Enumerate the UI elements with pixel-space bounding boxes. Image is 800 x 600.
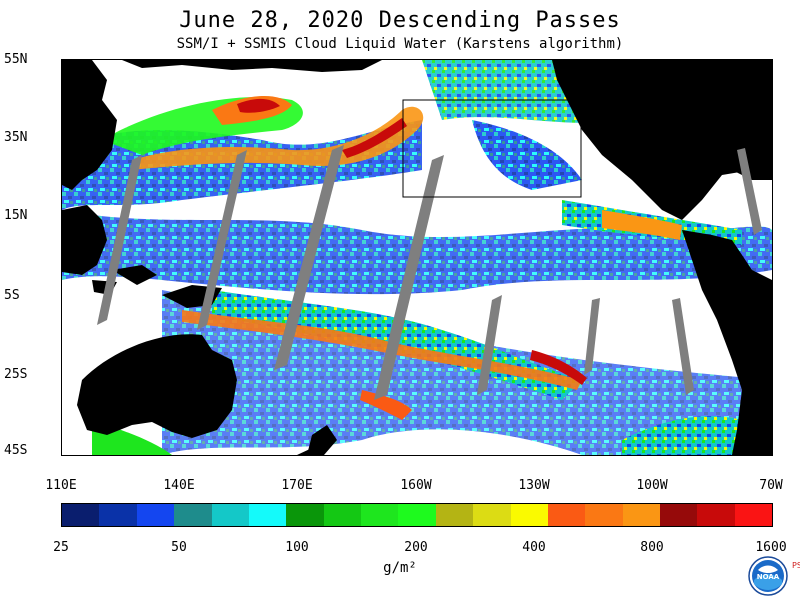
colorbar-tick-25: 25 bbox=[53, 540, 69, 555]
noaa-logo: NOAA bbox=[748, 556, 788, 596]
colorbar-segment bbox=[697, 504, 735, 526]
cloud-liquid-water-map bbox=[61, 59, 773, 456]
lat-label-35n: 35N bbox=[4, 130, 28, 145]
colorbar-segment bbox=[398, 504, 436, 526]
lon-label-130w: 130W bbox=[518, 478, 550, 493]
colorbar-segment bbox=[435, 504, 474, 526]
map-canvas bbox=[62, 60, 772, 455]
lon-label-140e: 140E bbox=[163, 478, 195, 493]
lon-label-160w: 160W bbox=[400, 478, 432, 493]
colorbar-units: g/m² bbox=[383, 560, 417, 576]
colorbar-segment bbox=[211, 504, 249, 526]
colorbar-segment bbox=[510, 504, 548, 526]
psl-mark: PSL bbox=[792, 561, 800, 570]
page-subtitle: SSM/I + SSMIS Cloud Liquid Water (Karste… bbox=[176, 36, 624, 52]
lon-label-70w: 70W bbox=[759, 478, 783, 493]
colorbar-segment bbox=[547, 504, 586, 526]
colorbar-segment bbox=[248, 504, 287, 526]
colorbar-segment bbox=[585, 504, 623, 526]
colorbar-segment bbox=[361, 504, 399, 526]
colorbar-tick-50: 50 bbox=[171, 540, 187, 555]
land-masses bbox=[62, 60, 772, 455]
colorbar-segment bbox=[174, 504, 212, 526]
colorbar-tick-400: 400 bbox=[522, 540, 546, 555]
lon-label-110e: 110E bbox=[45, 478, 77, 493]
lat-label-5s: 5S bbox=[4, 288, 20, 303]
colorbar-segment bbox=[99, 504, 137, 526]
lon-label-170e: 170E bbox=[281, 478, 313, 493]
colorbar-segment bbox=[473, 504, 511, 526]
colorbar-segment bbox=[136, 504, 175, 526]
colorbar-tick-800: 800 bbox=[640, 540, 664, 555]
lat-label-45s: 45S bbox=[4, 443, 28, 458]
noaa-logo-text: NOAA bbox=[757, 573, 780, 581]
colorbar-segment bbox=[734, 504, 773, 526]
lat-label-15n: 15N bbox=[4, 208, 28, 223]
page-title: June 28, 2020 Descending Passes bbox=[179, 8, 621, 33]
colorbar-tick-100: 100 bbox=[285, 540, 309, 555]
lat-label-55n: 55N bbox=[4, 52, 28, 67]
swath-gaps bbox=[97, 145, 762, 400]
lon-label-100w: 100W bbox=[636, 478, 668, 493]
colorbar-segment bbox=[62, 504, 100, 526]
colorbar-tick-1600: 1600 bbox=[755, 540, 787, 555]
colorbar-segment bbox=[660, 504, 698, 526]
region-box-outline bbox=[402, 99, 582, 198]
colorbar-segment bbox=[323, 504, 361, 526]
colorbar-segment bbox=[622, 504, 660, 526]
colorbar bbox=[61, 503, 773, 527]
lat-label-25s: 25S bbox=[4, 367, 28, 382]
colorbar-tick-200: 200 bbox=[404, 540, 428, 555]
colorbar-segment bbox=[286, 504, 324, 526]
